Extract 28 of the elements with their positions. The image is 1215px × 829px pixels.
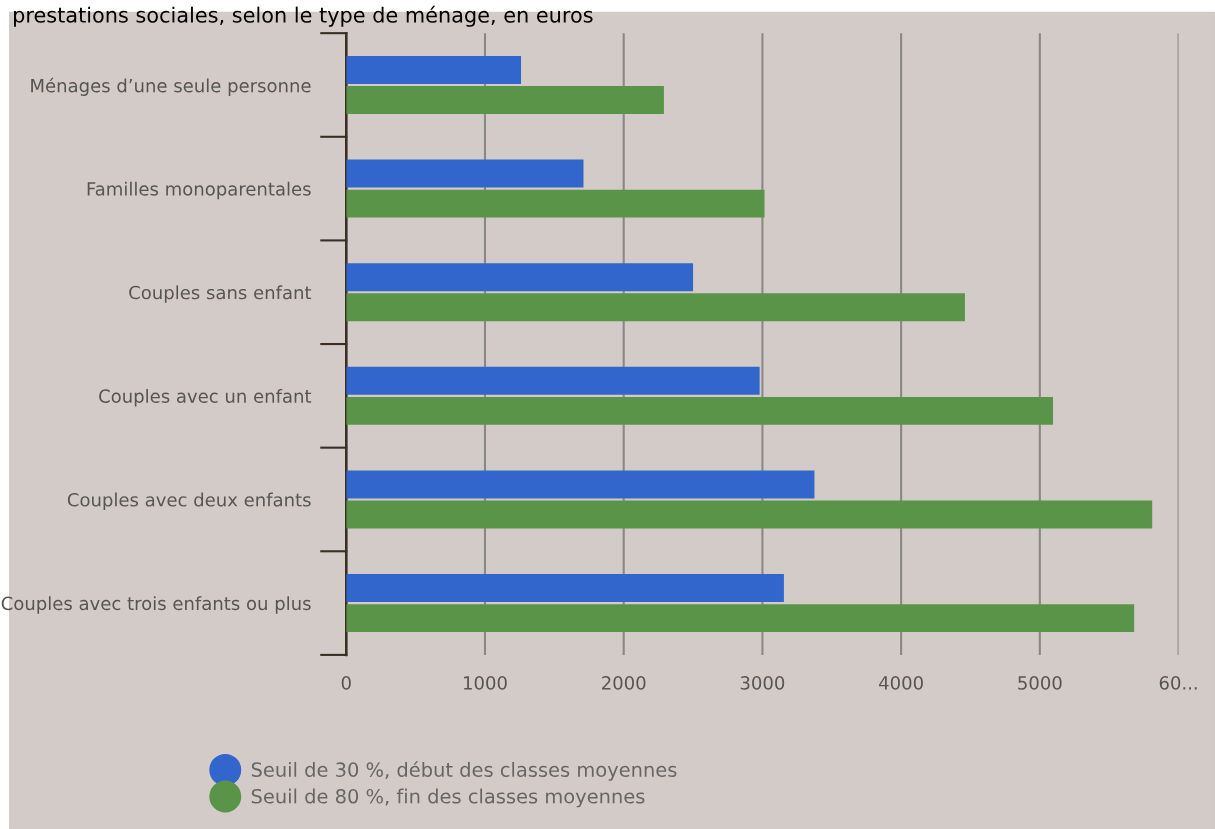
- bar: [346, 86, 664, 114]
- legend-label: Seuil de 80 %, fin des classes moyennes: [251, 788, 645, 808]
- bar: [346, 574, 784, 603]
- bar: [346, 263, 694, 292]
- y-tick-label: Ménages d’une seule personne: [31, 77, 311, 96]
- bar: [346, 470, 815, 499]
- bar: [346, 366, 760, 395]
- chart-title: prestations sociales, selon le type de ménage, en euros: [14, 5, 593, 27]
- x-tick-label: 3000: [740, 676, 785, 690]
- x-tick-label: 4000: [879, 676, 923, 690]
- y-tick-label: Familles monoparentales: [87, 181, 311, 200]
- bar: [346, 189, 765, 218]
- bar: [346, 500, 1153, 529]
- x-tick-label: 5000: [1018, 676, 1062, 690]
- bar: [346, 293, 965, 322]
- y-tick-label: Couples sans enfant: [129, 285, 312, 303]
- bar: [346, 55, 522, 84]
- y-tick-label: Couples avec trois enfants ou plus: [1, 596, 311, 614]
- legend-label: Seuil de 30 %, début des classes moyennes: [251, 761, 677, 781]
- x-tick-label: 60...: [1159, 676, 1197, 690]
- y-tick-label: Couples avec deux enfants: [67, 492, 311, 511]
- bar: [346, 396, 1054, 425]
- x-tick-label: 0: [341, 676, 351, 690]
- x-tick-label: 1000: [464, 676, 507, 690]
- x-tick-label: 2000: [602, 676, 646, 690]
- y-tick-label: Couples avec un enfant: [99, 388, 312, 407]
- bar: [346, 604, 1135, 633]
- bar: [346, 159, 584, 188]
